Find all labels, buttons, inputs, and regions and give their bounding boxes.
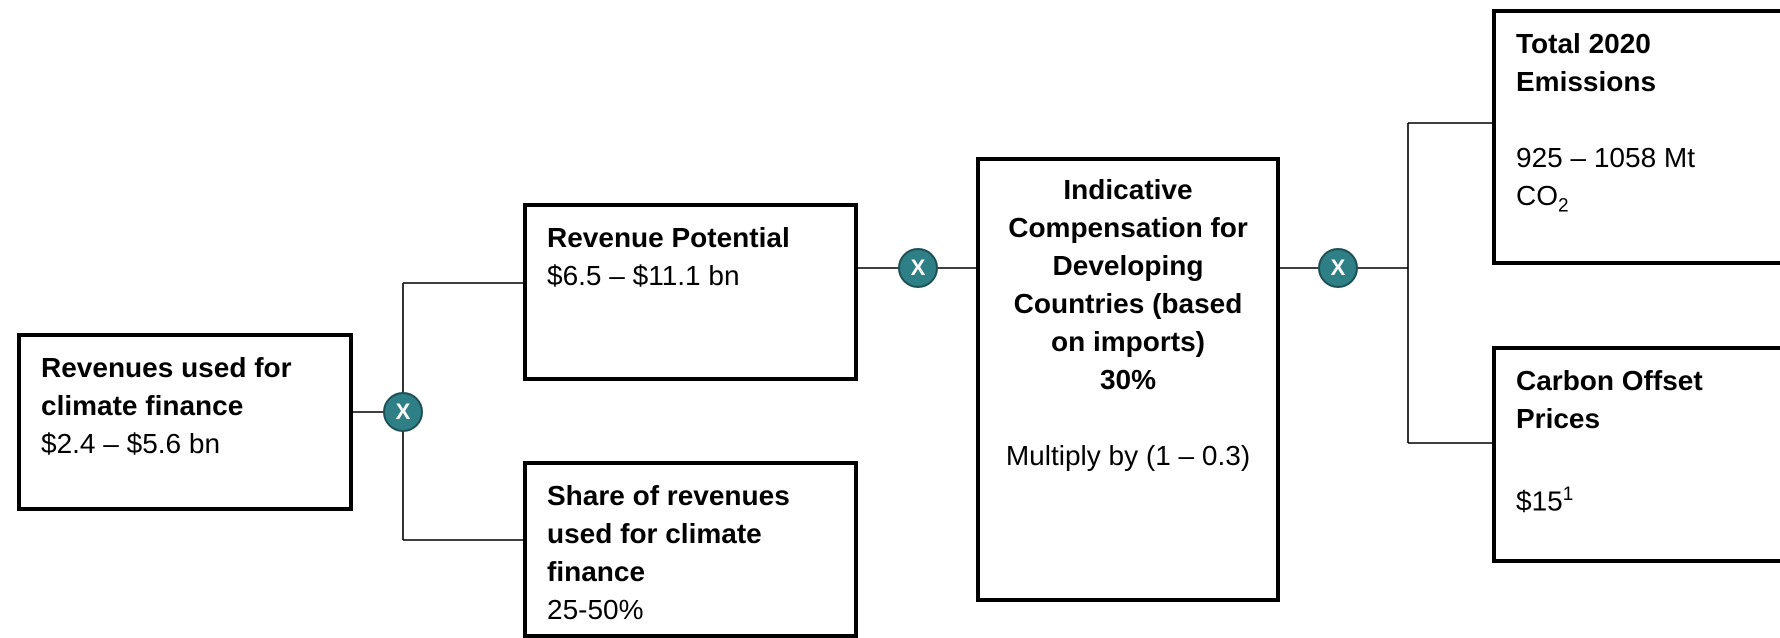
node-value: $6.5 – $11.1 bn	[547, 260, 740, 291]
node-superscript: 1	[1562, 484, 1574, 505]
node-value: 25-50%	[547, 594, 644, 625]
node-value-line: 925 – 1058 Mt CO2	[1516, 139, 1760, 226]
multiply-operator: X	[898, 248, 938, 288]
node-value: 30%	[1099, 364, 1157, 395]
node-box: Carbon Offset Prices $151	[1492, 346, 1780, 563]
node-box: Total 2020 Emissions 925 – 1058 Mt CO2	[1492, 9, 1780, 265]
node-note: Multiply by (1 – 0.3)	[1005, 440, 1251, 471]
node-title: Revenues used for climate finance	[41, 352, 292, 421]
node-box: Indicative Compensation for Developing C…	[976, 157, 1280, 602]
node-box: Revenue Potential $6.5 – $11.1 bn	[523, 203, 858, 381]
node-title: Carbon Offset Prices	[1516, 365, 1703, 434]
multiply-operator: X	[383, 392, 423, 432]
node-value: 925 – 1058 Mt CO	[1516, 142, 1696, 211]
node-title: Total 2020 Emissions	[1516, 28, 1657, 97]
node-subscript: 2	[1558, 195, 1569, 217]
node-title: Revenue Potential	[547, 222, 790, 253]
node-value: $2.4 – $5.6 bn	[41, 428, 221, 459]
node-value: $15	[1516, 485, 1563, 517]
node-title: Indicative Compensation for Developing C…	[1008, 174, 1248, 357]
node-box: Share of revenues used for climate finan…	[523, 461, 858, 638]
node-title: Share of revenues used for climate finan…	[547, 480, 790, 587]
node-box: Revenues used for climate finance $2.4 –…	[17, 333, 353, 511]
multiply-operator: X	[1318, 248, 1358, 288]
node-value-line: $151	[1516, 476, 1760, 520]
